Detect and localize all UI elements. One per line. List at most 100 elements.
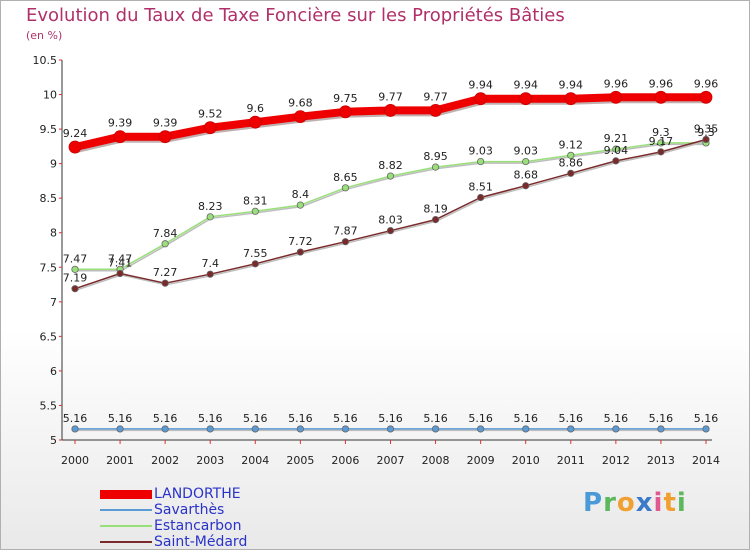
- data-point: [113, 130, 127, 144]
- data-point: [522, 425, 530, 433]
- data-label: 9.96: [649, 77, 674, 90]
- data-point: [699, 90, 713, 104]
- data-label: 9.03: [468, 145, 493, 158]
- data-labels: 9.24 9.39 9.39 9.52 9.6 9.68 9.75 9.77 9.77 9.94 9…: [63, 77, 719, 425]
- data-point: [657, 139, 665, 147]
- data-point: [612, 145, 620, 153]
- data-point: [564, 92, 578, 106]
- data-label: 9.17: [649, 135, 674, 148]
- logo-letter: x: [635, 488, 654, 518]
- data-point: [293, 110, 307, 124]
- data-label: 9.24: [63, 127, 88, 140]
- data-point: [206, 213, 214, 221]
- data-point: [519, 92, 533, 106]
- x-tick-label: 2009: [467, 454, 495, 467]
- data-label: 7.87: [333, 225, 358, 238]
- data-label: 5.16: [198, 412, 223, 425]
- data-label: 9.77: [423, 90, 448, 103]
- data-point: [654, 90, 668, 104]
- y-tick-label: 5: [50, 434, 57, 447]
- data-label: 7.19: [63, 272, 88, 285]
- data-label: 5.16: [423, 412, 448, 425]
- data-point: [71, 285, 79, 293]
- data-label: 8.31: [243, 194, 268, 207]
- data-label: 8.19: [423, 203, 448, 216]
- data-point: [206, 270, 214, 278]
- data-point: [522, 182, 530, 190]
- data-point: [386, 425, 395, 433]
- data-point: [161, 240, 169, 248]
- data-label: 8.82: [378, 159, 403, 172]
- data-label: 9.39: [153, 117, 178, 130]
- data-label: 7.41: [108, 256, 133, 269]
- legend-label: Saint-Médard: [154, 534, 248, 550]
- data-label: 9.04: [604, 144, 629, 157]
- data-point: [296, 201, 304, 209]
- legend-swatch: [100, 509, 152, 511]
- data-point: [251, 260, 259, 268]
- data-point: [702, 135, 710, 144]
- data-point: [612, 425, 620, 433]
- x-tick-label: 2005: [286, 454, 314, 467]
- data-point: [477, 425, 485, 433]
- data-label: 5.16: [694, 412, 719, 425]
- chart-title: Evolution du Taux de Taxe Foncière sur l…: [26, 5, 565, 26]
- data-label: 9.52: [198, 108, 223, 121]
- data-point: [429, 104, 442, 117]
- data-label: 5.16: [649, 412, 674, 425]
- legend-swatch: [100, 541, 152, 543]
- y-tick-label: 6.5: [40, 330, 58, 343]
- data-label: 9.68: [288, 97, 313, 110]
- x-tick-label: 2004: [241, 454, 269, 467]
- data-label: 7.27: [153, 266, 178, 279]
- data-point: [341, 184, 350, 192]
- data-label: 5.16: [513, 412, 538, 425]
- data-label: 5.16: [108, 412, 133, 425]
- x-tick-label: 2006: [331, 454, 359, 467]
- data-label: 9.94: [559, 79, 584, 92]
- data-label: 5.16: [243, 412, 268, 425]
- data-point: [116, 269, 124, 278]
- logo-letter: i: [676, 488, 687, 518]
- data-label: 9.94: [513, 79, 538, 92]
- data-point: [522, 157, 530, 166]
- data-label: 7.72: [288, 235, 313, 248]
- x-tick-label: 2001: [106, 454, 134, 467]
- data-point: [206, 425, 214, 433]
- x-tick-label: 2014: [692, 454, 720, 467]
- data-point: [657, 148, 665, 156]
- data-label: 8.4: [292, 188, 310, 201]
- data-label: 9.6: [247, 102, 265, 115]
- data-point: [296, 248, 304, 256]
- data-label: 9.21: [604, 132, 629, 145]
- data-point: [431, 425, 440, 433]
- data-point: [71, 265, 79, 273]
- legend-item: Estancarbon: [100, 518, 247, 534]
- y-tick-label: 6: [50, 365, 57, 378]
- data-point: [386, 172, 395, 180]
- logo-letter: o: [616, 488, 636, 518]
- chart-subtitle: (en %): [26, 29, 63, 42]
- data-label: 7.84: [153, 227, 178, 240]
- data-label: 7.47: [63, 252, 88, 265]
- data-point: [477, 157, 485, 166]
- x-tick-label: 2012: [602, 454, 630, 467]
- logo-letter: P: [583, 488, 604, 518]
- data-label: 5.16: [333, 412, 358, 425]
- y-tick-label: 9.5: [40, 123, 58, 136]
- data-label: 9.03: [513, 145, 538, 158]
- data-point: [203, 121, 217, 135]
- data-label: 8.68: [513, 169, 538, 182]
- data-point: [248, 115, 262, 129]
- data-point: [567, 169, 575, 177]
- logo-letter: t: [663, 488, 677, 518]
- data-point: [431, 216, 440, 224]
- x-tick-label: 2007: [377, 454, 405, 467]
- legend-item: Saint-Médard: [100, 534, 247, 550]
- data-label: 9.3: [697, 126, 715, 139]
- data-point: [161, 279, 169, 287]
- x-tick-label: 2003: [196, 454, 224, 467]
- legend-swatch: [100, 489, 152, 499]
- x-tick-label: 2010: [512, 454, 540, 467]
- data-label: 5.16: [288, 412, 313, 425]
